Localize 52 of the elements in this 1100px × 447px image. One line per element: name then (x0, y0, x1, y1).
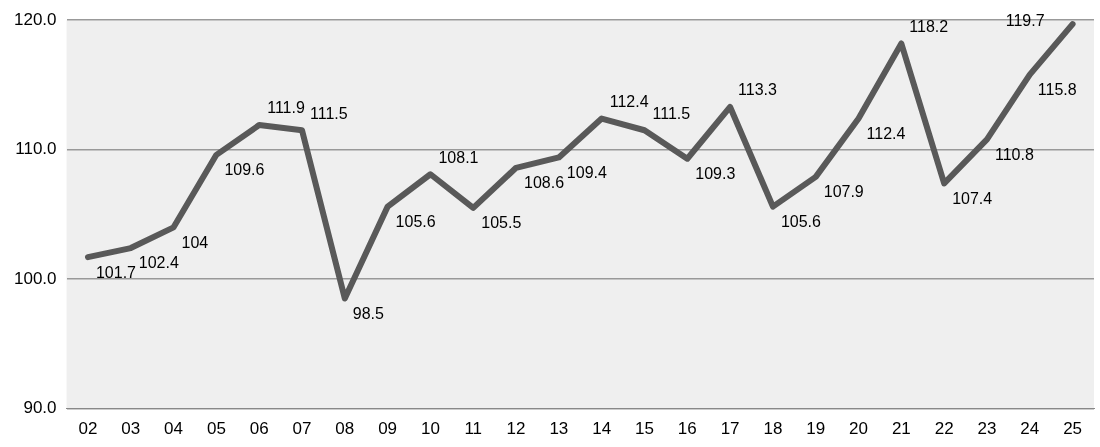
y-tick-label: 100.0 (13, 268, 57, 288)
x-tick-label: 06 (249, 419, 269, 439)
data-label: 109.3 (695, 165, 736, 183)
x-tick-label: 02 (78, 419, 98, 439)
data-label: 107.9 (823, 183, 864, 201)
data-label: 113.3 (738, 81, 778, 99)
data-label: 111.5 (652, 104, 691, 122)
data-label: 110.8 (994, 145, 1034, 163)
x-tick-label: 11 (464, 419, 483, 439)
x-tick-label: 14 (592, 419, 612, 439)
data-label: 111.5 (310, 104, 348, 122)
x-tick-label: 19 (806, 419, 826, 439)
x-tick-label: 05 (206, 419, 226, 439)
data-label: 109.4 (566, 163, 608, 181)
x-tick-label: 25 (1063, 419, 1083, 439)
data-label: 118.2 (909, 17, 949, 35)
data-label: 112.4 (609, 93, 649, 110)
y-tick-label: 90.0 (23, 398, 57, 418)
x-tick-label: 12 (506, 419, 526, 439)
y-tick-label: 120.0 (13, 9, 57, 29)
x-tick-label: 17 (720, 419, 740, 439)
x-tick-label: 03 (121, 419, 141, 439)
data-label: 107.4 (952, 189, 993, 207)
data-label: 112.4 (866, 125, 906, 142)
data-label: 109.6 (224, 161, 265, 179)
x-tick-label: 10 (420, 419, 440, 439)
data-label: 111.9 (267, 99, 305, 117)
data-label: 105.6 (780, 213, 822, 231)
x-tick-label: 22 (934, 419, 954, 439)
x-tick-label: 07 (292, 419, 312, 439)
y-tick-label: 110.0 (15, 139, 57, 159)
x-tick-label: 13 (549, 419, 569, 439)
data-label: 104 (181, 233, 209, 251)
x-tick-label: 18 (763, 419, 783, 439)
data-label: 108.1 (438, 148, 479, 166)
data-label: 108.6 (524, 174, 565, 192)
x-tick-label: 08 (335, 419, 355, 439)
data-label: 119.7 (1005, 12, 1045, 30)
x-tick-label: 20 (849, 419, 868, 439)
data-label: 101.7 (95, 263, 137, 281)
x-tick-label: 23 (977, 419, 997, 439)
x-tick-label: 15 (635, 419, 654, 439)
data-label: 105.6 (395, 213, 436, 231)
x-tick-label: 09 (378, 419, 398, 439)
data-label: 105.5 (481, 214, 522, 232)
x-tick-label: 24 (1020, 419, 1040, 439)
x-tick-label: 16 (677, 419, 697, 439)
data-label: 115.8 (1037, 80, 1077, 98)
data-label: 98.5 (352, 304, 385, 322)
x-tick-label: 21 (891, 419, 911, 439)
data-label: 102.4 (138, 254, 179, 272)
x-tick-label: 04 (164, 419, 184, 439)
